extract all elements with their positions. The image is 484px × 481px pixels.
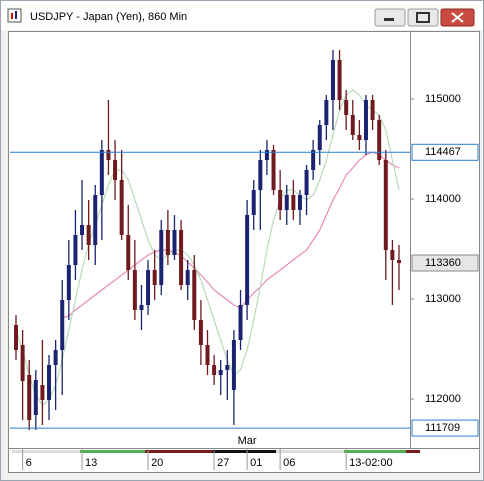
candle-body [179,230,184,285]
candle-body [93,195,98,245]
candle-body [205,345,210,365]
last-price-box [411,254,479,272]
candle-body [271,150,276,190]
candle-body [238,305,243,340]
candle-body [291,195,296,210]
candle-body [119,180,124,235]
candle-body [245,215,250,305]
x-tick-label: 13-02:00 [349,457,392,469]
session-bar [12,450,420,453]
candle-body [231,340,236,390]
candle-body [27,375,32,420]
level-label: 111709 [425,422,460,434]
candle-body [86,225,91,245]
minimize-icon [384,18,394,21]
candle-body [159,230,164,285]
candle-body [317,125,322,150]
candle-body [350,115,355,135]
candle-body [370,100,375,120]
candle-body [258,160,263,190]
candle-body [126,235,131,270]
candle-body [330,60,335,100]
close-icon [451,12,464,23]
candle-body [357,135,362,140]
candle-body [185,270,190,285]
candle-body [377,120,382,160]
candle-body [80,225,85,235]
window-buttons[interactable] [374,8,475,27]
candle-body [218,370,223,375]
x-tick-label: 01 [250,457,262,469]
candle-body [337,60,342,100]
candle-body [390,250,395,260]
candle-body [66,265,71,300]
maximize-icon [416,12,430,23]
level-label-box [411,143,479,161]
candle-body [264,150,269,160]
x-tick-label: 13 [85,457,97,469]
candle-body [172,230,177,255]
candle-body [297,195,302,210]
candle-body [192,270,197,320]
candle-body [73,235,78,265]
candle-body [113,160,118,180]
chart-area [8,31,480,473]
candle-body [139,305,144,310]
last-price-label: 113360 [425,257,461,269]
app-icon [7,8,22,23]
y-tick-label: 112000 [425,393,461,405]
candle-body [53,350,58,365]
candle-body [60,300,65,350]
candle-body [99,150,104,195]
y-tick-label: 115000 [425,93,461,105]
candle-body [106,150,111,160]
candle-body [33,380,38,415]
x-tick-label: 20 [151,457,163,469]
candle-body [165,230,170,255]
candle-body [47,365,52,400]
level-label-box [411,419,479,437]
window-title: USDJPY - Japan (Yen), 860 Min [30,11,187,23]
candle-body [198,320,203,345]
candle-body [212,365,217,375]
candle-body [311,150,316,170]
y-tick-label: 114000 [425,193,461,205]
candle-body [40,385,45,400]
candle-body [146,270,151,305]
x-tick-label: 6 [26,457,32,469]
candle-body [363,100,368,140]
candle-body [278,190,283,210]
maximize-button[interactable] [407,8,439,27]
minimize-button[interactable] [374,8,406,27]
candle-body [14,325,18,350]
candle-body [344,100,349,115]
x-tick-label: 06 [283,457,295,469]
x-group-label: Mar [238,435,257,447]
candle-body [383,160,388,250]
candle-body [225,365,230,370]
candle-body [152,270,157,285]
y-tick-label: 113000 [425,293,461,305]
level-label: 114467 [425,146,461,158]
candle-body [397,260,401,263]
candle-body [284,195,289,210]
candle-body [304,170,309,195]
moving-average-line [15,89,400,406]
moving-average-line [62,151,400,319]
candle-body [20,345,25,381]
candle-body [251,190,256,215]
candle-body [324,100,329,125]
x-tick-label: 27 [217,457,229,469]
candle-body [132,270,137,310]
